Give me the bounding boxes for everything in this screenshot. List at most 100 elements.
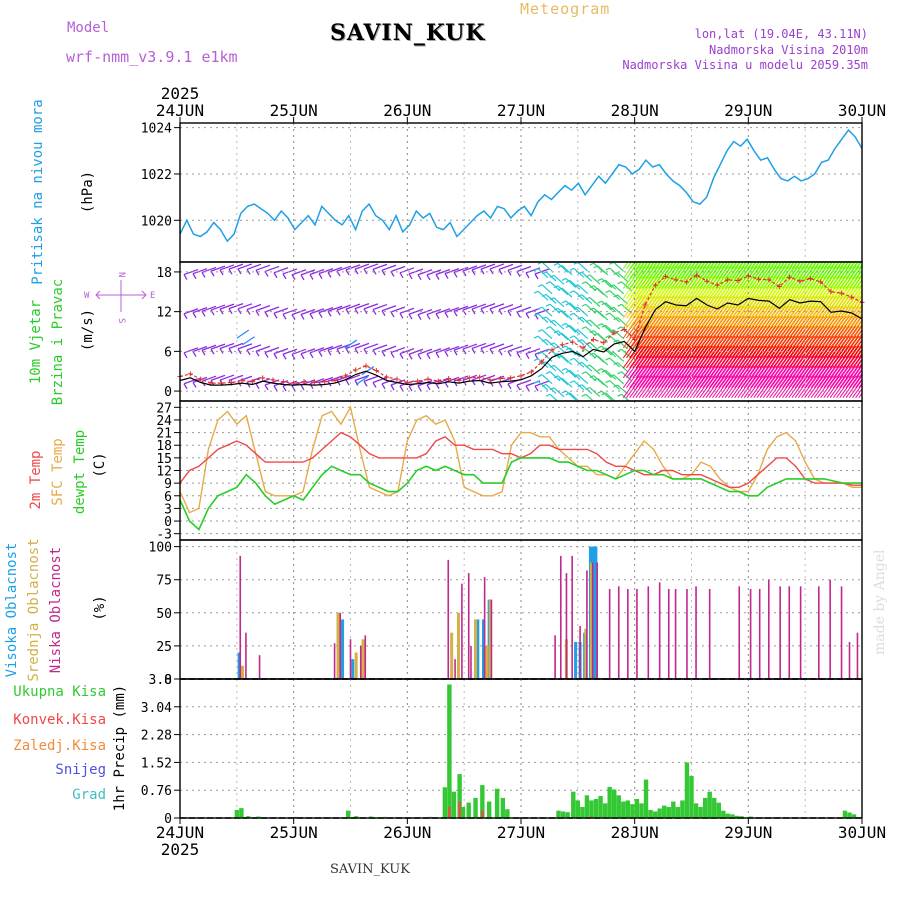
- wind-barb: [228, 263, 244, 270]
- wind-gust-marker: [198, 376, 204, 382]
- wind-barb: [680, 266, 697, 289]
- wind-barb: [210, 343, 226, 350]
- mid_cloud-bar: [241, 665, 245, 679]
- t2m-axis-label: 2m Temp: [28, 450, 44, 509]
- wind-barb: [727, 305, 745, 329]
- wind-barb: [820, 355, 838, 379]
- wind-barb: [557, 307, 569, 318]
- wind-barb: [541, 329, 553, 340]
- wind-barb: [813, 262, 827, 279]
- wind-barb-flag: [390, 311, 395, 318]
- wind-barb: [553, 387, 565, 398]
- compass-south: S: [116, 318, 126, 323]
- wind-barb-flag: [372, 309, 377, 315]
- mid_cloud-bar: [450, 632, 454, 679]
- wind-barb-flag: [533, 313, 539, 317]
- wind-barb: [762, 295, 780, 319]
- wind-barb: [661, 315, 678, 339]
- total_precip-bar: [666, 807, 671, 818]
- wind-barb-flag: [533, 290, 539, 294]
- wind-barb: [345, 342, 361, 350]
- wind-barb: [829, 262, 843, 279]
- wind-barb: [734, 315, 752, 339]
- wind-barb: [696, 286, 713, 309]
- wind-barb: [766, 335, 783, 359]
- wind-barb: [855, 262, 862, 269]
- wind-barb: [769, 335, 787, 359]
- wind-barb-flag: [507, 269, 512, 276]
- wind-barb: [670, 262, 684, 279]
- wind-barb: [712, 286, 729, 309]
- wind-barb: [734, 262, 748, 279]
- wind-barb: [782, 315, 799, 339]
- wind-barb: [865, 336, 881, 358]
- wind-barb: [810, 262, 817, 269]
- wind-barb-flag: [417, 353, 422, 360]
- wind-barb: [865, 356, 881, 378]
- wind-barb: [705, 375, 723, 398]
- wind-barb: [489, 303, 505, 310]
- total_precip-bar: [239, 808, 244, 818]
- wind-barb-flag: [541, 361, 547, 365]
- wind-gust-marker: [539, 359, 545, 365]
- mid_cloud-bar: [485, 645, 489, 679]
- low_cloud-bar: [636, 588, 638, 679]
- wind-barb: [747, 295, 764, 319]
- wind-barb: [842, 325, 860, 349]
- wind-barb: [617, 384, 629, 395]
- wind-barb: [826, 355, 844, 379]
- wind-barb: [589, 274, 601, 285]
- wind-barb: [680, 262, 687, 269]
- wind-barb: [829, 375, 847, 398]
- wind-barb: [852, 383, 862, 398]
- date-label-top: 30JUN: [838, 101, 886, 120]
- wind-barb: [823, 266, 841, 289]
- wind-barb: [747, 315, 764, 339]
- wind-barb: [667, 335, 685, 359]
- wind-barb: [657, 295, 675, 319]
- low_cloud-bar: [333, 643, 336, 679]
- y-tick-label: 3.8: [149, 673, 172, 688]
- low_cloud-bar: [245, 632, 247, 679]
- wind-barb: [832, 276, 850, 299]
- wind-barb-flag: [516, 311, 521, 318]
- wind-barb: [747, 276, 764, 299]
- wind-barb: [807, 335, 825, 359]
- wind-barb-flag: [354, 268, 359, 275]
- wind-barb: [661, 355, 678, 379]
- wind-barb: [677, 365, 694, 389]
- wind-barb: [718, 286, 736, 309]
- wind-barb: [702, 266, 720, 289]
- wind-barb: [775, 262, 789, 279]
- wind-barb-flag: [577, 316, 583, 320]
- date-label-bottom: 26JUN: [383, 823, 431, 842]
- wind-barb: [797, 262, 811, 279]
- wind-barb: [813, 375, 831, 398]
- wind-barb: [692, 286, 710, 309]
- low_cloud-bar: [571, 555, 573, 679]
- wind-barb: [842, 355, 860, 379]
- wind-barb: [756, 262, 770, 279]
- wind-barb: [417, 309, 433, 316]
- wind-barb: [638, 335, 656, 359]
- wind-barb: [702, 262, 716, 279]
- wind-barb: [661, 325, 678, 349]
- wind-barb: [363, 375, 379, 382]
- wind-barb-flag: [557, 287, 563, 291]
- wind-barb-flag: [573, 374, 579, 378]
- wind-barb: [727, 355, 745, 379]
- wind-barb: [705, 305, 723, 329]
- wind-barb: [638, 345, 656, 369]
- date-label-top: 27JUN: [497, 101, 545, 120]
- wind-barb: [778, 276, 796, 299]
- wind-barb-flag: [525, 385, 530, 392]
- wind-barb: [766, 286, 783, 309]
- wind-barb: [605, 392, 616, 401]
- wind-barb: [813, 305, 831, 329]
- wind-barb: [573, 290, 585, 301]
- wind-barb: [823, 262, 830, 269]
- wind-barb-flag: [453, 349, 458, 356]
- wind-gust-marker: [446, 375, 452, 381]
- wind-barb-flag: [228, 348, 233, 354]
